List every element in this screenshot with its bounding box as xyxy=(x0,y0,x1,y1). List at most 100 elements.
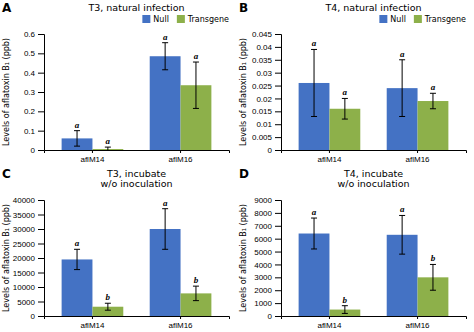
x-tick: aflM14 xyxy=(317,316,342,330)
error-bar xyxy=(105,147,111,150)
significance-letter: b xyxy=(343,295,348,305)
x-axis-line xyxy=(282,317,467,320)
legend-item: Transgene xyxy=(177,15,229,24)
y-tick-mark xyxy=(275,213,281,214)
y-tick-mark xyxy=(275,290,281,291)
error-line xyxy=(77,131,78,146)
x-tick-label: aflM16 xyxy=(406,155,431,164)
y-tick-label: 5000 xyxy=(17,298,35,307)
y-tick-label: 0.01 xyxy=(256,120,272,129)
panel: aabb050001000015000200002500030000350004… xyxy=(2,167,230,330)
x-tick-mark xyxy=(329,150,330,153)
y-tick-mark xyxy=(38,287,44,288)
y-tick: 0.3 xyxy=(24,88,44,97)
significance-letter: a xyxy=(194,51,199,61)
x-tick: aflM16 xyxy=(406,150,431,164)
x-tick-mark xyxy=(92,150,93,153)
y-tick-label: 35000 xyxy=(13,211,36,220)
plot-area: aaaa00.10.20.30.40.50.6aflM14aflM16 xyxy=(24,30,230,164)
y-tick: 0 xyxy=(268,146,281,155)
y-tick-label: 0 xyxy=(31,312,36,321)
y-axis-title: Levels of aflatoxin B₁ (ppb) xyxy=(2,38,11,146)
x-axis: aflM14 aflM16 xyxy=(45,316,230,330)
error-cap xyxy=(430,93,436,94)
error-cap xyxy=(399,254,405,255)
significance-letter: a xyxy=(75,238,80,248)
y-tick-label: 0.045 xyxy=(252,30,273,39)
y-tick: 8000 xyxy=(254,209,281,218)
y-tick-label: 20000 xyxy=(13,254,36,263)
error-line xyxy=(165,43,166,70)
x-axis: aflM14aflM16 xyxy=(282,150,467,164)
y-tick-label: 8000 xyxy=(254,209,272,218)
y-axis-line xyxy=(275,35,282,151)
y-tick-label: 0.5 xyxy=(24,49,36,58)
letters: aabb xyxy=(75,198,199,303)
x-axis-line xyxy=(45,151,230,154)
error-line xyxy=(77,249,78,269)
letters: aaaa xyxy=(312,38,436,97)
error-line xyxy=(195,62,196,108)
y-tick-mark xyxy=(38,34,44,35)
y-tick-mark xyxy=(38,273,44,274)
y-tick-label: 10000 xyxy=(13,283,36,292)
y-tick-mark xyxy=(38,150,44,151)
y-tick: 3000 xyxy=(254,273,281,282)
significance-letter: a xyxy=(431,82,436,92)
y-tick: 5000 xyxy=(254,248,281,257)
error-bar xyxy=(430,264,436,290)
error-cap xyxy=(74,130,80,131)
y-tick-label: 7000 xyxy=(254,222,272,231)
y-tick-label: 2000 xyxy=(254,286,272,295)
panel-label: A xyxy=(2,1,12,15)
x-tick-mark xyxy=(329,316,330,319)
error-cap xyxy=(430,108,436,109)
y-tick-label: 0.2 xyxy=(24,107,36,116)
title: T4, natural infection xyxy=(324,2,421,13)
letters: aaaa xyxy=(75,32,199,146)
y-tick: 1000 xyxy=(254,299,281,308)
marks xyxy=(62,43,212,150)
y-axis-title: Levels of aflatoxin B₁ (ppb) xyxy=(2,204,11,312)
y-axis-line xyxy=(38,201,45,317)
error-line xyxy=(107,303,108,310)
y-tick-mark xyxy=(275,34,281,35)
error-cap xyxy=(342,313,348,314)
y-tick: 0 xyxy=(268,312,281,321)
y-tick: 0.04 xyxy=(256,43,281,52)
significance-letter: a xyxy=(312,38,317,48)
legend-item: Null xyxy=(142,15,169,24)
y-tick-mark xyxy=(38,92,44,93)
y-axis: 0500010000150002000025000300003500040000 xyxy=(13,196,45,321)
y-tick-label: 0.035 xyxy=(252,56,273,65)
y-tick: 35000 xyxy=(13,211,44,220)
error-cap xyxy=(162,249,168,250)
x-tick-label: aflM14 xyxy=(80,321,105,330)
x-tick: aflM14 xyxy=(80,316,105,330)
y-tick-mark xyxy=(275,111,281,112)
plot-area: aabb050001000015000200002500030000350004… xyxy=(13,196,230,330)
y-tick: 0.045 xyxy=(252,30,281,39)
plot-area: aabb010002000300040005000600070008000900… xyxy=(254,196,466,330)
error-line xyxy=(402,60,403,117)
y-axis: 00.0050.010.0150.020.0250.030.0350.040.0… xyxy=(252,30,282,155)
title-line: T3, natural infection xyxy=(87,2,184,13)
y-tick-label: 0.4 xyxy=(24,69,36,78)
y-tick: 30000 xyxy=(13,225,44,234)
panel: aaaa00.10.20.30.40.50.6aflM14aflM16Level… xyxy=(2,1,230,164)
legend-label: Null xyxy=(153,15,169,24)
y-tick-mark xyxy=(38,111,44,112)
y-tick: 0.4 xyxy=(24,69,44,78)
panel-label: B xyxy=(239,1,248,15)
significance-letter: a xyxy=(106,136,111,146)
y-tick-label: 3000 xyxy=(254,273,272,282)
y-tick-mark xyxy=(275,86,281,87)
x-tick: aflM16 xyxy=(169,316,194,330)
y-tick-label: 0.025 xyxy=(252,82,273,91)
error-cap xyxy=(162,42,168,43)
panel: aaaa00.0050.010.0150.020.0250.030.0350.0… xyxy=(239,1,467,164)
error-line xyxy=(165,209,166,250)
y-tick: 0.5 xyxy=(24,49,44,58)
y-tick-label: 0.015 xyxy=(252,107,273,116)
legend-label: Transgene xyxy=(424,15,466,24)
